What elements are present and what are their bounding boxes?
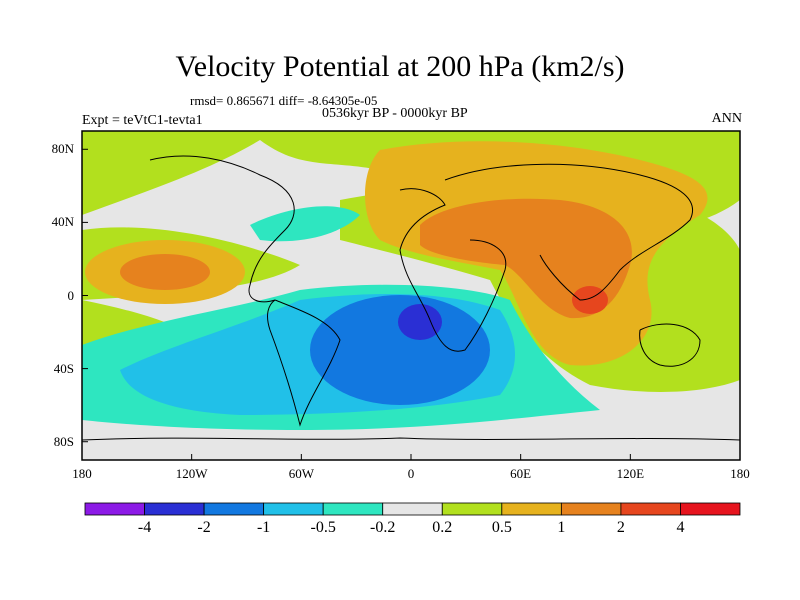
lat-tick-label: 80S bbox=[53, 433, 74, 449]
colorbar-swatch bbox=[441, 502, 503, 516]
colorbar-label: 4 bbox=[676, 519, 685, 536]
lon-tick-label: 180 bbox=[72, 466, 92, 481]
colorbar-label: 0.5 bbox=[491, 519, 512, 536]
colorbar-swatch bbox=[501, 502, 562, 516]
plot-title: Velocity Potential at 200 hPa (km2/s) bbox=[175, 50, 625, 83]
lat-tick-label: 80N bbox=[51, 141, 74, 157]
coastlines bbox=[82, 155, 740, 441]
colorbar-label: -1 bbox=[256, 519, 271, 536]
colorbar-label: 2 bbox=[616, 519, 625, 536]
lon-tick-label: 120E bbox=[616, 466, 645, 481]
lon-tick-label: 60W bbox=[288, 466, 314, 481]
axis-ticks bbox=[81, 148, 741, 460]
colorbar-swatch bbox=[203, 502, 265, 516]
colorbar bbox=[84, 502, 741, 516]
lon-tick-label: 120W bbox=[175, 466, 208, 481]
colorbar-swatch bbox=[322, 502, 384, 516]
colorbar-label: 0.2 bbox=[432, 519, 453, 536]
lat-tick-label: 0 bbox=[67, 287, 75, 303]
stats-line: rmsd= 0.865671 diff= -8.64305e-05 bbox=[190, 93, 378, 108]
colorbar-swatch bbox=[382, 502, 443, 516]
colorbar-label: -0.2 bbox=[370, 519, 396, 536]
colorbar-swatch bbox=[263, 502, 324, 516]
lon-tick-label: 60E bbox=[510, 466, 532, 481]
colorbar-swatch bbox=[144, 502, 205, 516]
colorbar-label: -4 bbox=[137, 519, 152, 536]
lat-tick-label: 40N bbox=[51, 214, 74, 230]
experiment-label: Expt = teVtC1-tevta1 bbox=[82, 113, 203, 128]
colorbar-label: -0.5 bbox=[310, 519, 336, 536]
lat-tick-label: 40S bbox=[53, 360, 74, 376]
colorbar-swatch bbox=[84, 502, 145, 516]
lon-tick-label: 0 bbox=[407, 466, 415, 481]
colorbar-swatch bbox=[620, 502, 681, 516]
lon-tick-label: 180 bbox=[730, 466, 750, 481]
colorbar-label: 1 bbox=[557, 519, 566, 536]
contour-field bbox=[82, 131, 740, 460]
colorbar-swatch bbox=[680, 502, 741, 516]
colorbar-swatch bbox=[560, 502, 622, 516]
colorbar-label: -2 bbox=[197, 519, 211, 536]
period-label: 0536kyr BP - 0000kyr BP bbox=[322, 106, 468, 121]
season-label: ANN bbox=[711, 111, 742, 126]
